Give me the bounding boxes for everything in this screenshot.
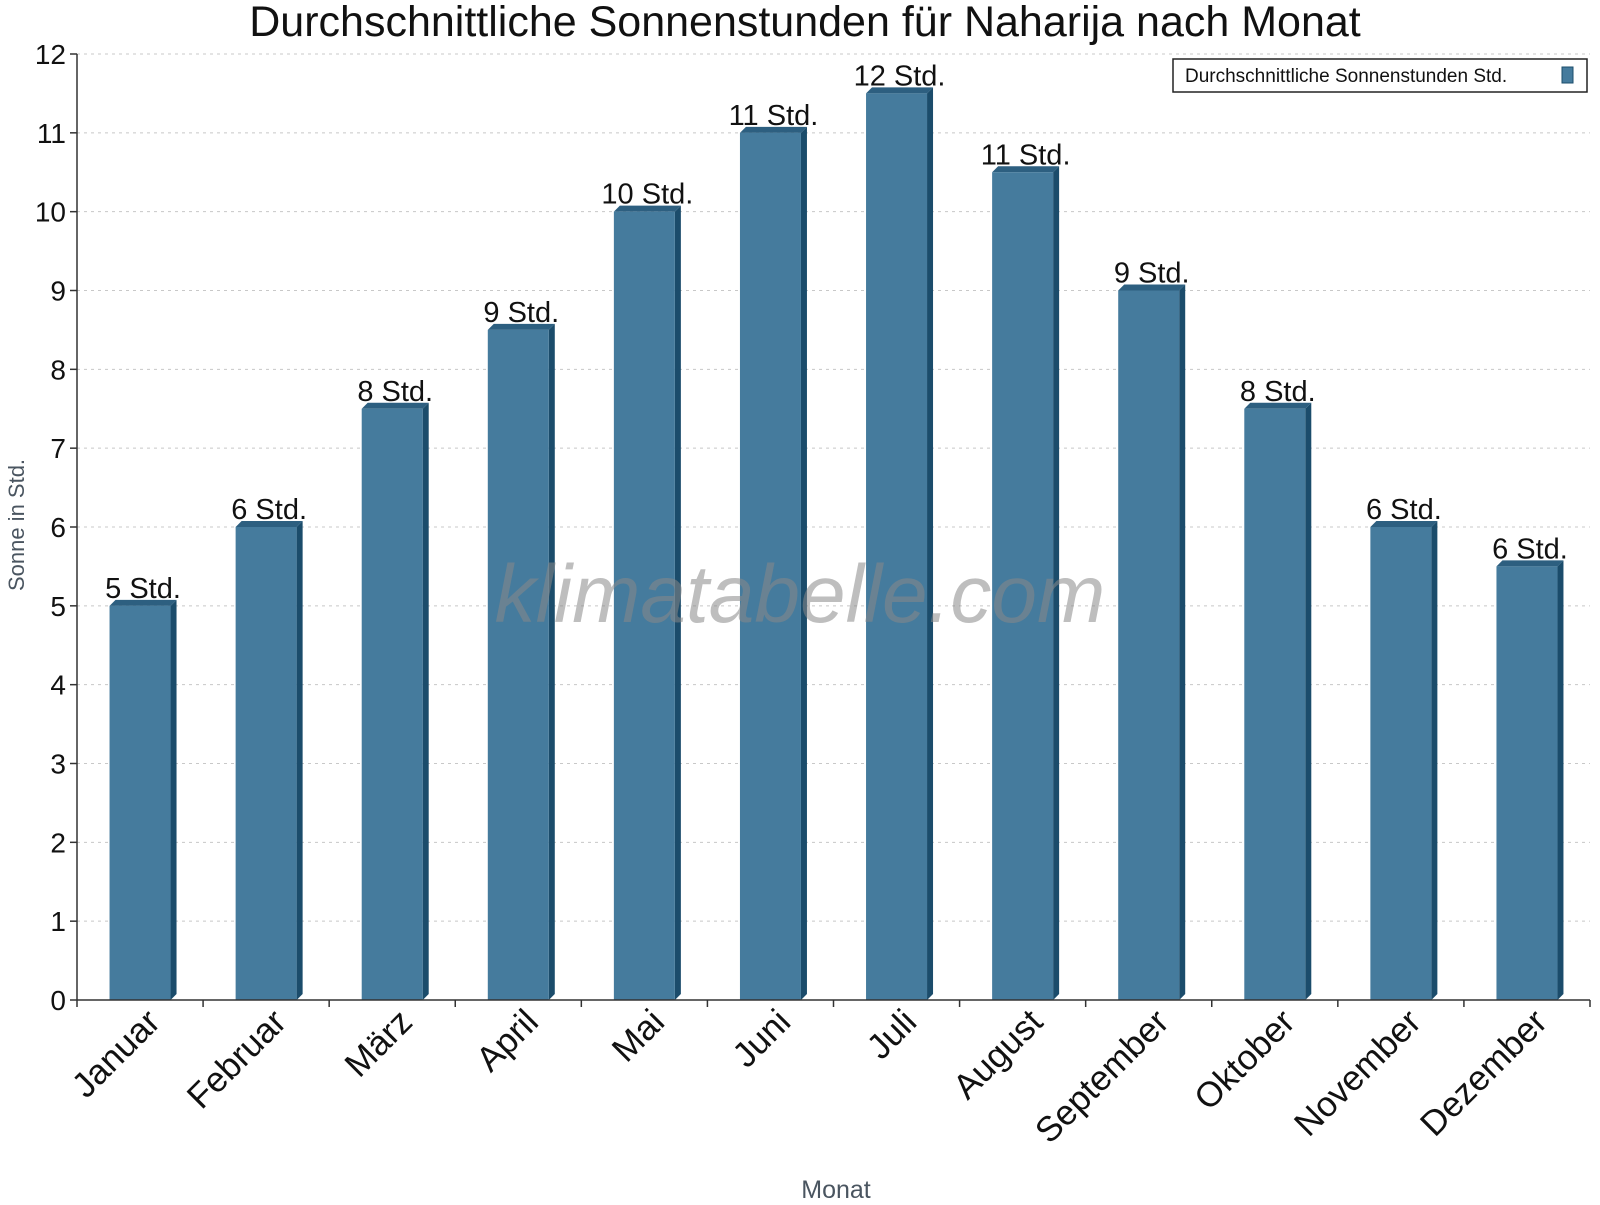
bar-top: [613, 205, 681, 212]
bar: [235, 527, 297, 1000]
chart-title: Durchschnittliche Sonnenstunden für Naha…: [249, 0, 1361, 46]
data-label: 8 Std.: [357, 376, 433, 408]
data-label: 5 Std.: [105, 573, 181, 605]
bar: [992, 172, 1054, 1000]
x-tick-label: Oktober: [1187, 1002, 1303, 1118]
y-tick-label: 0: [50, 985, 66, 1016]
bar-side: [800, 126, 807, 1001]
data-label: 10 Std.: [601, 179, 693, 211]
data-label: 9 Std.: [483, 297, 559, 329]
bar: [361, 408, 423, 1000]
bar-side: [422, 402, 429, 1000]
bar-side: [674, 205, 681, 1000]
data-label: 8 Std.: [1240, 376, 1316, 408]
x-tick-label: April: [469, 1002, 546, 1079]
grid-lines: [77, 53, 1590, 922]
legend-box: [1172, 58, 1588, 93]
x-tick-label: Juli: [859, 1002, 924, 1067]
data-label: 6 Std.: [1366, 494, 1442, 526]
bar: [613, 211, 675, 1000]
y-tick-label: 6: [50, 512, 66, 543]
x-tick-label: Januar: [64, 1002, 167, 1105]
bar-side: [927, 87, 934, 1000]
bar-side: [296, 521, 303, 1000]
bar-top: [1370, 521, 1438, 527]
bar: [1370, 527, 1432, 1000]
bar-side: [1431, 521, 1438, 1000]
bar-side: [1305, 402, 1312, 1000]
y-tick-label: 11: [37, 118, 66, 149]
bar-side: [1557, 560, 1564, 1000]
bar-top: [109, 599, 177, 606]
legend-label: Durchschnittliche Sonnenstunden Std.: [1185, 66, 1507, 87]
data-label: 9 Std.: [1114, 258, 1190, 290]
bar-top: [487, 323, 555, 330]
x-tick-label: März: [337, 1002, 420, 1085]
y-tick-label: 9: [50, 276, 66, 307]
y-tick-label: 12: [35, 39, 66, 70]
bar-top: [1496, 560, 1564, 567]
y-tick-label: 2: [50, 827, 66, 858]
y-tick-label: 8: [50, 354, 66, 385]
watermark: klimatabelle.com: [495, 549, 1106, 640]
bars: [109, 87, 1564, 1001]
bar-top: [1118, 284, 1186, 291]
x-axis-title: Monat: [801, 1176, 871, 1200]
data-labels: 5 Std. 6 Std. 8 Std. 9 Std. 10 Std. 11 Std. 12…: [105, 60, 1568, 604]
y-tick-label: 10: [35, 197, 66, 228]
data-label: 11 Std.: [981, 139, 1071, 171]
bar: [109, 605, 171, 1000]
y-tick-label: 1: [50, 906, 66, 937]
bar: [1244, 408, 1306, 1000]
bar-side: [170, 599, 177, 1000]
bar: [1118, 290, 1180, 1000]
data-label: 12 Std.: [854, 60, 946, 92]
bar: [1496, 566, 1558, 1000]
bar-top: [866, 87, 934, 94]
bar: [487, 329, 549, 1001]
x-tick-label: September: [1028, 1002, 1177, 1151]
y-axis-title: Sonne in Std.: [4, 459, 29, 591]
x-tick-label: November: [1287, 1002, 1429, 1144]
x-tick-label: August: [946, 1002, 1051, 1107]
bar-top: [739, 126, 807, 133]
bar-top: [361, 402, 429, 409]
data-label: 6 Std.: [1492, 533, 1568, 565]
y-tick-label: 7: [50, 433, 66, 464]
bar-side: [1053, 166, 1060, 1000]
data-label: 11 Std.: [729, 100, 819, 132]
bar-side: [548, 323, 555, 1001]
bar-top: [992, 166, 1060, 173]
bar: [739, 132, 801, 1001]
y-tick-label: 5: [50, 591, 66, 622]
x-tick-label: Juni: [725, 1002, 798, 1075]
bar: [866, 93, 928, 1000]
legend: Durchschnittliche Sonnenstunden Std.: [1172, 58, 1588, 93]
data-label: 6 Std.: [231, 494, 307, 526]
y-tick-label: 4: [50, 670, 66, 701]
bar-top: [1244, 402, 1312, 409]
bar-top: [235, 521, 303, 527]
y-tick-label: 3: [50, 749, 66, 780]
x-tick-label: Dezember: [1413, 1002, 1555, 1144]
x-tick-label: Februar: [180, 1002, 294, 1116]
x-tick-label: Mai: [605, 1002, 672, 1069]
bar-side: [1179, 284, 1186, 1000]
legend-swatch: [1561, 66, 1574, 84]
